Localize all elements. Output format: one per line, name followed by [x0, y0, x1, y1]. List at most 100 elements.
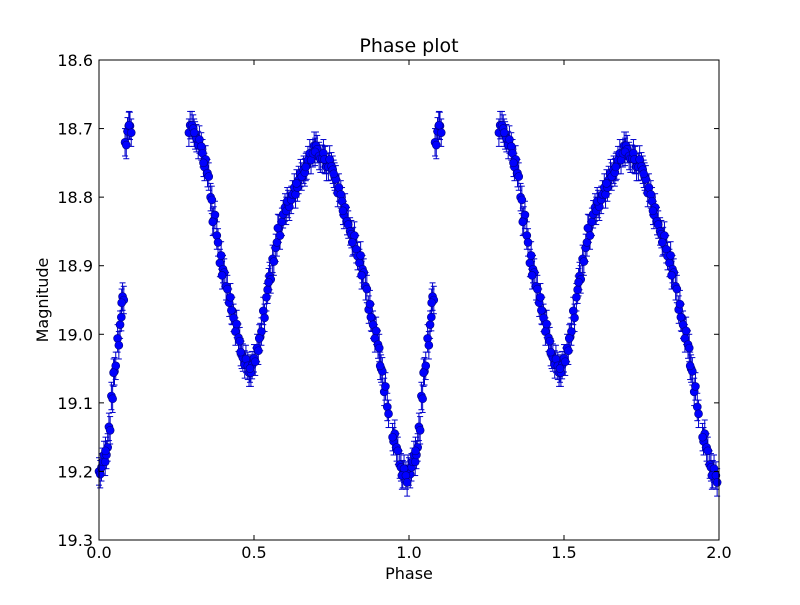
data-point	[572, 292, 581, 302]
data-point	[126, 128, 136, 137]
data-point	[546, 347, 555, 357]
y-tick-label: 19.0	[57, 325, 93, 344]
data-point	[227, 305, 236, 315]
data-point	[374, 343, 384, 353]
data-point	[537, 305, 546, 315]
data-point	[375, 361, 385, 371]
data-point	[675, 299, 685, 309]
x-axis-ticks: 0.0 0.5 1.0 1.5 2.0	[86, 60, 732, 562]
data-point	[545, 336, 555, 346]
data-point	[384, 409, 393, 419]
data-point	[347, 238, 357, 247]
chart-title: Phase plot	[359, 35, 458, 57]
x-tick-label: 0.5	[241, 543, 266, 562]
data-point	[427, 298, 436, 308]
data-point	[275, 231, 285, 240]
data-point	[117, 312, 126, 322]
y-tick-label: 19.1	[57, 394, 93, 413]
data-point	[101, 446, 110, 456]
data-point	[672, 284, 682, 294]
data-point	[226, 292, 235, 302]
x-tick-label: 0.0	[86, 543, 111, 562]
data-point	[560, 357, 570, 367]
data-point	[114, 340, 124, 350]
data-point	[583, 223, 593, 233]
data-point	[371, 326, 381, 336]
data-point	[260, 313, 269, 323]
data-point	[639, 169, 648, 179]
y-axis-label: Magnitude	[33, 258, 52, 343]
data-point	[517, 195, 527, 205]
data-point	[388, 432, 397, 442]
data-point	[338, 206, 348, 216]
data-point	[362, 284, 372, 294]
data-point	[698, 432, 707, 442]
data-point	[419, 368, 428, 377]
data-point	[124, 120, 134, 130]
data-point	[213, 238, 223, 247]
x-tick-label: 1.5	[551, 543, 576, 562]
data-point	[657, 238, 667, 247]
data-point	[411, 446, 420, 456]
data-point-group	[94, 120, 722, 487]
data-point	[117, 298, 126, 308]
data-point	[523, 238, 533, 247]
data-point	[415, 425, 425, 435]
data-point	[436, 128, 446, 137]
data-point	[676, 312, 686, 322]
data-point	[602, 179, 611, 188]
data-point	[564, 346, 573, 356]
data-point	[254, 334, 264, 343]
data-point	[208, 217, 218, 227]
data-point	[514, 172, 524, 181]
data-point	[425, 320, 435, 329]
data-point	[301, 162, 311, 172]
data-point	[691, 382, 700, 391]
data-point	[681, 326, 691, 336]
data-point	[109, 368, 118, 377]
data-point	[393, 446, 403, 456]
data-point	[564, 334, 574, 343]
data-point	[611, 162, 621, 172]
data-point	[667, 271, 676, 280]
data-point	[427, 312, 436, 322]
data-point	[216, 251, 226, 260]
data-point	[189, 128, 199, 137]
data-point	[108, 394, 117, 404]
data-point	[254, 346, 263, 356]
y-tick-label: 18.9	[57, 257, 93, 276]
x-axis-label: Phase	[385, 564, 433, 583]
y-tick-label: 18.6	[57, 51, 93, 70]
data-point	[418, 394, 427, 404]
data-point	[292, 179, 301, 188]
y-tick-label: 18.7	[57, 120, 93, 139]
data-point	[703, 446, 713, 456]
data-point	[424, 340, 434, 350]
data-point	[263, 285, 272, 295]
data-point	[402, 478, 412, 487]
data-point	[366, 312, 376, 322]
data-point	[570, 313, 579, 323]
data-point	[587, 217, 597, 227]
data-point	[666, 251, 675, 260]
data-point	[527, 271, 537, 280]
data-point	[217, 271, 227, 280]
data-point	[518, 217, 528, 227]
x-tick-label: 1.0	[396, 543, 421, 562]
data-point	[579, 257, 589, 266]
data-point	[574, 277, 583, 287]
y-axis-ticks: 18.6 18.7 18.8 18.9 19.0 19.1 19.2 19.3	[57, 51, 719, 550]
data-point	[533, 284, 542, 294]
data-point	[555, 364, 565, 373]
data-point	[207, 195, 217, 205]
data-point	[204, 172, 214, 181]
data-point	[431, 140, 441, 150]
data-point	[509, 158, 518, 168]
data-point	[277, 217, 287, 227]
data-point	[685, 361, 695, 371]
data-point	[236, 347, 245, 357]
data-point	[262, 292, 271, 302]
data-point	[356, 251, 365, 260]
